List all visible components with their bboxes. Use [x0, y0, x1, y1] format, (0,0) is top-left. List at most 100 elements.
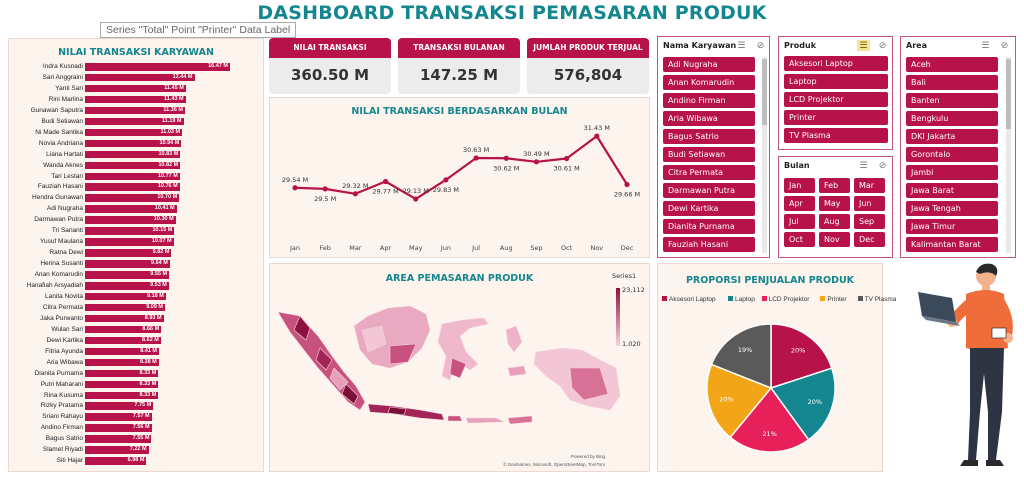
employee-bar-row[interactable]: Budi Setiawan 11.19 M [9, 117, 265, 126]
employee-bar[interactable]: 8.66 M [85, 325, 162, 334]
employee-bar[interactable]: 9.18 M [85, 292, 166, 301]
employee-bar[interactable]: 10.15 M [85, 227, 175, 235]
employee-slicer-item[interactable]: Aria Wibawa [663, 111, 755, 126]
employee-bar-row[interactable]: Sriani Rahayu 7.57 M [9, 412, 265, 421]
line-point[interactable] [564, 155, 570, 162]
employee-bar[interactable]: 9.55 M [85, 271, 170, 279]
employee-bar-row[interactable]: Lanita Novita 9.18 M [9, 292, 265, 301]
employee-bar-row[interactable]: Gunawan Saputra 11.36 M [9, 106, 265, 115]
employee-slicer-item[interactable]: Fauziah Hasani [663, 237, 755, 252]
employee-bar-row[interactable]: Adi Nugraha 10.41 M [9, 204, 265, 213]
line-point[interactable] [594, 133, 600, 139]
employee-slicer-item[interactable]: Dianita Purnama [663, 219, 755, 234]
employee-bar[interactable]: 12.44 M [85, 73, 195, 82]
area-slicer-item[interactable]: Aceh [906, 57, 998, 72]
multi-select-icon[interactable]: ☰ [737, 40, 746, 50]
employee-bar[interactable]: 6.98 M [85, 457, 147, 465]
line-point[interactable] [352, 191, 358, 197]
employee-bar-row[interactable]: Novia Andriana 10.94 M [9, 139, 265, 148]
employee-bar-row[interactable]: Rini Marlina 11.43 M [9, 95, 265, 104]
month-slicer-item[interactable]: Dec [854, 232, 885, 247]
month-slicer-item[interactable]: Apr [784, 196, 815, 211]
line-series[interactable] [294, 135, 628, 201]
employee-bar-row[interactable]: Jaka Purwanto 8.93 M [9, 314, 265, 323]
employee-bar-row[interactable]: Fitria Ayunda 8.41 M [9, 347, 265, 356]
line-point[interactable] [503, 155, 509, 161]
employee-bar-row[interactable]: Anan Komarudin 9.55 M [9, 270, 265, 279]
area-slicer-item[interactable]: Kalimantan Barat [906, 237, 998, 252]
pie-legend-item[interactable]: LCD Projektor [761, 295, 809, 305]
employee-bar[interactable]: 10.07 M [85, 238, 174, 246]
employee-bar[interactable]: 8.93 M [85, 314, 164, 323]
multi-select-icon[interactable]: ☰ [859, 160, 868, 170]
pie-legend-item[interactable]: Laptop [728, 295, 755, 305]
employee-bar-row[interactable]: Rina Kusuma 8.33 M [9, 391, 265, 400]
employee-bar-row[interactable]: Slamet Riyadi 7.22 M [9, 445, 265, 454]
employee-slicer-item[interactable]: Andino Firman [663, 93, 755, 108]
employee-bar[interactable]: 11.45 M [85, 84, 186, 93]
product-slicer-item[interactable]: Printer [784, 110, 888, 125]
employee-slicer[interactable]: Nama Karyawan ☰ ⊘ Adi Nugraha Anan Komaru… [657, 36, 770, 258]
employee-bar-row[interactable]: Darmawan Putra 10.30 M [9, 215, 265, 224]
line-point[interactable] [292, 185, 298, 191]
employee-bar-row[interactable]: Dianita Purnama 8.33 M [9, 369, 265, 378]
area-slicer-item[interactable]: Jambi [906, 165, 998, 180]
employee-slicer-scroll-thumb[interactable] [762, 59, 767, 125]
employee-bar[interactable]: 8.33 M [85, 391, 159, 399]
employee-bar-row[interactable]: Ratna Dewi 9.82 M [9, 248, 265, 257]
area-slicer-scroll-thumb[interactable] [1006, 59, 1011, 129]
employee-bar[interactable]: 7.56 M [85, 424, 152, 432]
pie-legend-item[interactable]: Printer [820, 295, 847, 305]
employee-bar[interactable]: 9.53 M [85, 282, 169, 290]
multi-select-icon[interactable]: ☰ [981, 40, 990, 50]
employee-bar-row[interactable]: Dewi Kartika 8.62 M [9, 336, 265, 345]
employee-bar[interactable]: 7.57 M [85, 413, 152, 421]
line-point[interactable] [533, 159, 540, 165]
employee-bar-row[interactable]: Hendra Gunawan 10.70 M [9, 193, 265, 202]
employee-bar-row[interactable]: Liana Hartati 10.83 M [9, 150, 265, 159]
area-slicer-item[interactable]: DKI Jakarta [906, 129, 998, 144]
employee-slicer-item[interactable]: Budi Setiawan [663, 147, 755, 162]
employee-bar-row[interactable]: Yanti Sari 11.45 M [9, 84, 265, 93]
employee-slicer-item[interactable]: Dewi Kartika [663, 201, 755, 216]
line-point[interactable] [473, 155, 479, 161]
employee-bar-row[interactable]: Tri Sarianti 10.15 M [9, 226, 265, 235]
product-slicer-item[interactable]: Laptop [784, 74, 888, 89]
employee-bar[interactable]: 10.30 M [85, 216, 176, 224]
employee-bar[interactable]: 8.62 M [85, 336, 161, 345]
indonesia-map[interactable] [270, 264, 651, 473]
employee-bar-row[interactable]: Rizky Pratama 7.75 M [9, 401, 265, 410]
pie-slice[interactable] [770, 323, 833, 390]
multi-select-icon[interactable]: ☰ [857, 40, 870, 51]
employee-slicer-item[interactable]: Darmawan Putra [663, 183, 755, 198]
employee-bar[interactable]: 7.22 M [85, 446, 149, 454]
employee-bar[interactable]: 10.82 M [85, 161, 181, 170]
clear-filter-icon[interactable]: ⊘ [878, 160, 887, 170]
employee-bar[interactable]: 9.64 M [85, 260, 170, 268]
employee-bar[interactable]: 7.75 M [85, 402, 154, 410]
map-attribution[interactable]: © GeoNames, Microsoft, OpenStreetMap, To… [503, 462, 605, 467]
month-slicer-item[interactable]: Nov [819, 232, 850, 247]
pie-slice[interactable] [706, 363, 773, 439]
employee-bar-row[interactable]: Sari Anggraini 12.44 M [9, 73, 265, 82]
pie-slice[interactable] [729, 386, 810, 453]
employee-bar[interactable]: 8.33 M [85, 369, 159, 378]
employee-bar-row[interactable]: Aria Wibawa 8.38 M [9, 358, 265, 367]
employee-bar-row[interactable]: Yusuf Maulana 10.07 M [9, 237, 265, 246]
employee-bar-row[interactable]: Andino Firman 7.56 M [9, 423, 265, 432]
employee-bar[interactable]: 11.03 M [85, 128, 183, 137]
employee-bar-row[interactable]: Hanafiah Arsyadiah 9.53 M [9, 281, 265, 290]
pie-legend-item[interactable]: Aksesori Laptop [662, 295, 716, 305]
month-slicer-item[interactable]: Sep [854, 214, 885, 229]
employee-bar[interactable]: 9.82 M [85, 249, 172, 257]
month-slicer-item[interactable]: Jan [784, 178, 815, 193]
employee-slicer-item[interactable]: Citra Permata [663, 165, 755, 180]
employee-bar[interactable]: 10.41 M [85, 205, 177, 213]
area-slicer-scrollbar[interactable] [1006, 57, 1011, 253]
employee-bar[interactable]: 9.09 M [85, 303, 166, 312]
month-slicer-item[interactable]: Aug [819, 214, 850, 229]
line-point[interactable] [624, 181, 630, 188]
employee-bar[interactable]: 10.94 M [85, 139, 182, 148]
area-slicer-item[interactable]: Banten [906, 93, 998, 108]
employee-bar[interactable]: 11.43 M [85, 95, 186, 104]
